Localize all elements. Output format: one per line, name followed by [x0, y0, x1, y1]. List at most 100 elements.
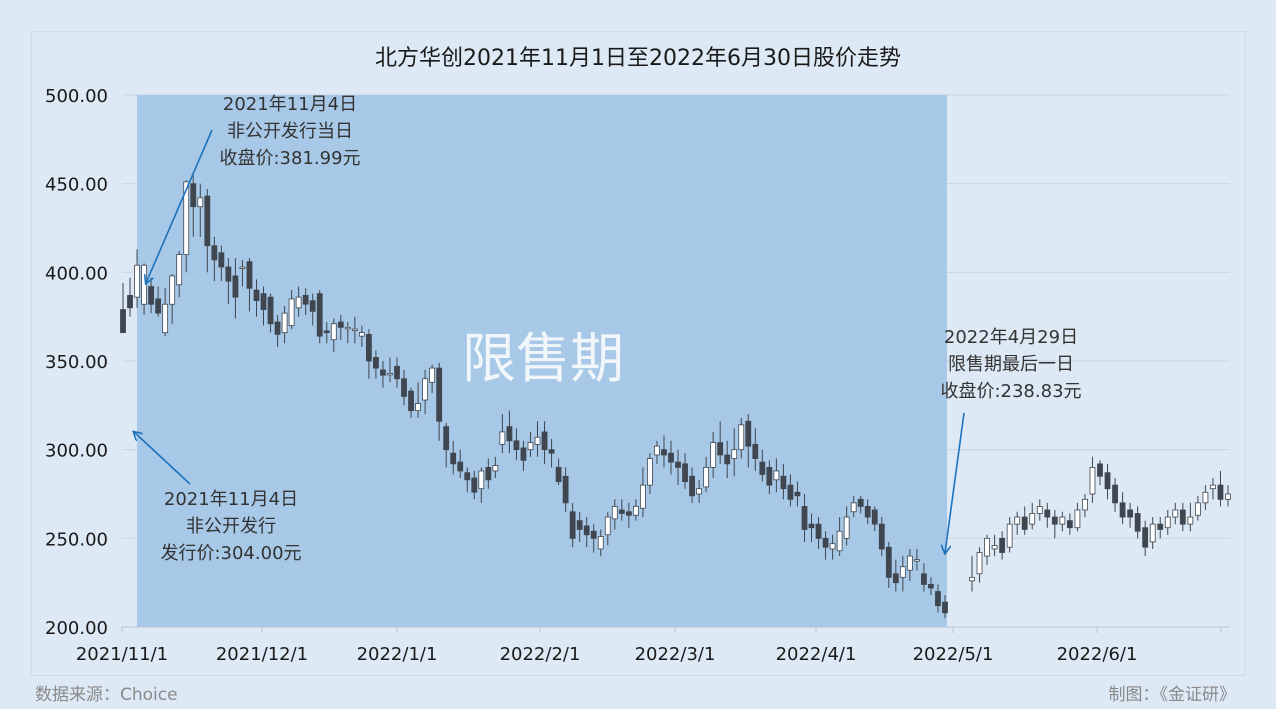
candle [590, 524, 597, 553]
x-tick-label: 2022/5/1 [913, 644, 994, 665]
candle-body [724, 454, 731, 465]
candle [295, 286, 302, 317]
candle-body [745, 420, 752, 447]
candle-body [1029, 513, 1036, 525]
candle [246, 258, 253, 312]
candle-body [1164, 516, 1171, 529]
candle-body [878, 523, 885, 550]
candle-body [1051, 516, 1058, 525]
candle-body [316, 293, 323, 337]
candle-body [436, 367, 443, 422]
candle [969, 556, 975, 592]
candle-body [871, 509, 878, 525]
candle-body [1194, 502, 1201, 516]
candle-body [344, 326, 351, 330]
candle [344, 321, 351, 344]
candle [274, 314, 281, 347]
candle [892, 559, 899, 592]
candle [682, 453, 688, 489]
annotation-text: 收盘价:238.83元 [940, 381, 1081, 402]
data-source: 数据来源：Choice [35, 685, 178, 705]
candle [759, 449, 766, 482]
candle [984, 534, 990, 565]
candle [127, 277, 133, 317]
candle-body [632, 506, 639, 516]
candle [843, 506, 850, 546]
candle [731, 428, 738, 477]
candle-body [499, 431, 506, 445]
candle-body [583, 525, 590, 536]
candle-body [1097, 463, 1103, 477]
y-tick-label: 500.00 [45, 86, 108, 107]
candle-body [1059, 516, 1066, 525]
candle-body [675, 461, 681, 468]
candle [513, 428, 520, 461]
candle [260, 286, 267, 326]
candle [569, 502, 576, 548]
candle-body [183, 181, 190, 255]
candle-body [239, 266, 246, 269]
candle [1112, 478, 1118, 512]
candle-body [625, 511, 632, 516]
candle [1127, 502, 1134, 528]
candle [921, 563, 927, 592]
candle-body [176, 254, 183, 286]
candle-body [1044, 509, 1051, 518]
candle [232, 258, 239, 319]
candle [928, 577, 934, 596]
candle [211, 236, 218, 282]
candle-body [822, 537, 829, 548]
candle-body [829, 543, 836, 550]
candle [1082, 494, 1088, 518]
candle [506, 410, 513, 454]
candle [520, 440, 527, 471]
x-tick-label: 2021/11/1 [76, 644, 168, 665]
candle-body [1014, 516, 1021, 525]
candle-body [984, 537, 990, 557]
candle [323, 321, 330, 344]
candle-body [408, 390, 414, 412]
candle [1029, 502, 1036, 530]
y-tick-label: 250.00 [45, 529, 108, 550]
candle-body [281, 312, 288, 334]
y-tick-label: 350.00 [45, 352, 108, 373]
candle-body [337, 321, 344, 328]
candle-body [885, 546, 892, 578]
candle [1202, 485, 1209, 510]
candle [1142, 520, 1149, 557]
candle [942, 595, 948, 619]
candle-body [232, 275, 239, 298]
candle-body [1202, 491, 1209, 504]
lockup-period-label: 限售期 [462, 327, 624, 390]
candle [1014, 511, 1021, 535]
candle-body [204, 195, 211, 247]
candle [218, 245, 225, 282]
candle-body [309, 300, 316, 312]
candle [302, 288, 309, 315]
candle-body [1066, 520, 1073, 529]
candle [703, 456, 710, 493]
candle [337, 314, 344, 340]
x-tick-label: 2021/12/1 [216, 644, 308, 665]
candle-body [429, 367, 436, 383]
candle-body [766, 466, 773, 486]
candle-body [999, 537, 1006, 553]
candle-body [1127, 509, 1134, 518]
candle [1187, 502, 1194, 532]
candle [696, 479, 703, 503]
annotation-arrow [134, 432, 191, 485]
candle-body [682, 463, 688, 482]
candle-body [246, 261, 253, 289]
candle-body [843, 516, 850, 539]
candle [499, 414, 506, 454]
candle-body [120, 309, 126, 334]
candle-body [197, 197, 204, 208]
candle [548, 439, 555, 468]
y-tick-label: 300.00 [45, 441, 108, 462]
candle [120, 282, 126, 334]
candle-body [1210, 484, 1216, 490]
candle [822, 531, 829, 560]
